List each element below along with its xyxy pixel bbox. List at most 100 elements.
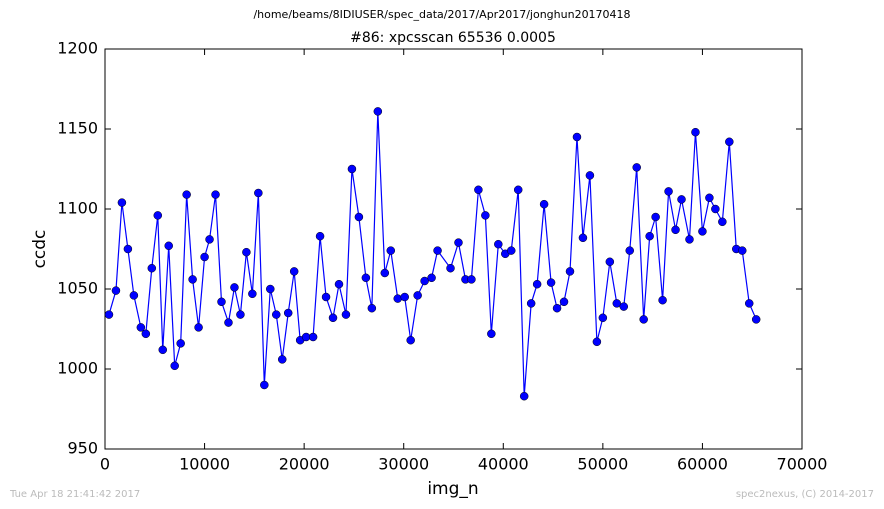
data-point <box>539 199 549 209</box>
data-point <box>413 291 422 300</box>
data-point <box>321 292 331 302</box>
x-tick-label: 20000 <box>279 455 330 474</box>
data-point <box>248 289 257 299</box>
data-point <box>446 263 455 273</box>
data-point <box>572 132 582 142</box>
y-tick-label: 1100 <box>57 199 98 218</box>
data-point <box>373 107 383 116</box>
data-point <box>289 267 299 276</box>
data-point <box>386 246 396 255</box>
data-point <box>711 204 720 214</box>
x-tick-label: 50000 <box>577 455 628 474</box>
x-tick-label: 30000 <box>378 455 429 474</box>
x-tick-label: 40000 <box>478 455 529 474</box>
x-tick-label: 10000 <box>179 455 230 474</box>
data-point <box>632 163 641 172</box>
y-tick-label: 950 <box>67 439 98 458</box>
data-point <box>283 308 293 318</box>
data-point <box>308 332 318 342</box>
data-point <box>645 231 654 241</box>
data-point <box>236 310 245 319</box>
data-point <box>526 299 536 308</box>
data-point <box>242 247 251 257</box>
data-point <box>200 252 209 262</box>
data-point <box>585 171 595 180</box>
data-point <box>725 137 734 147</box>
data-point <box>519 391 529 401</box>
y-tick-label: 1050 <box>57 279 98 298</box>
data-point <box>111 286 121 295</box>
data-point <box>578 233 588 243</box>
data-point <box>507 246 516 255</box>
data-point <box>420 276 429 286</box>
data-point <box>266 284 275 294</box>
data-point <box>205 235 214 244</box>
data-point <box>612 299 622 308</box>
data-point <box>194 323 203 332</box>
data-point <box>400 292 409 302</box>
data-point <box>671 225 680 235</box>
data-point <box>532 279 542 289</box>
data-point <box>315 231 325 241</box>
data-point <box>224 318 233 327</box>
data-point <box>393 294 402 303</box>
data-point <box>513 185 523 195</box>
x-axis-label: img_n <box>427 479 478 499</box>
data-point <box>718 217 727 227</box>
y-tick-label: 1200 <box>57 39 98 58</box>
data-point <box>639 315 648 324</box>
data-point <box>658 295 667 305</box>
data-point <box>546 278 556 287</box>
data-point <box>651 212 660 222</box>
data-point <box>117 198 127 207</box>
chart-title: #86: xpcsscan 65536 0.0005 <box>350 30 556 46</box>
data-point <box>481 211 490 220</box>
plot-frame <box>104 48 803 450</box>
data-point <box>341 310 351 319</box>
data-point <box>188 275 197 284</box>
data-point <box>552 303 562 313</box>
x-tick-label: 60000 <box>677 455 728 474</box>
data-point <box>619 302 629 311</box>
data-point <box>598 313 608 323</box>
data-point <box>592 337 602 347</box>
data-point <box>698 227 707 236</box>
data-point <box>129 291 139 300</box>
data-point <box>136 323 146 332</box>
data-point <box>427 273 436 283</box>
data-point <box>182 190 191 199</box>
data-point <box>260 380 269 390</box>
data-point <box>605 257 615 267</box>
data-point <box>361 273 371 283</box>
data-point <box>467 275 476 284</box>
data-point <box>334 279 344 289</box>
x-tick-label: 70000 <box>777 455 828 474</box>
header: /home/beams/8IDIUSER/spec_data/2017/Apr2… <box>253 8 630 21</box>
data-point <box>230 283 239 292</box>
y-tick-label: 1000 <box>57 359 98 378</box>
data-point <box>147 263 157 273</box>
data-point <box>277 355 287 364</box>
data-point <box>164 241 173 251</box>
data-point <box>328 313 338 323</box>
data-point <box>170 361 179 371</box>
data-point <box>494 239 503 249</box>
footer-left: Tue Apr 18 21:41:42 2017 <box>9 489 140 500</box>
data-point <box>367 303 377 313</box>
data-point <box>254 188 263 198</box>
data-point <box>559 297 569 307</box>
data-point <box>153 211 163 220</box>
data-point <box>211 190 220 199</box>
data-point <box>691 127 700 137</box>
data-point <box>158 345 168 355</box>
data-point <box>380 268 390 278</box>
y-tick-label: 1150 <box>57 119 98 138</box>
data-point <box>347 164 357 174</box>
data-point <box>272 310 281 319</box>
data-point <box>487 329 496 339</box>
data-point <box>354 212 364 222</box>
data-point <box>751 315 761 324</box>
